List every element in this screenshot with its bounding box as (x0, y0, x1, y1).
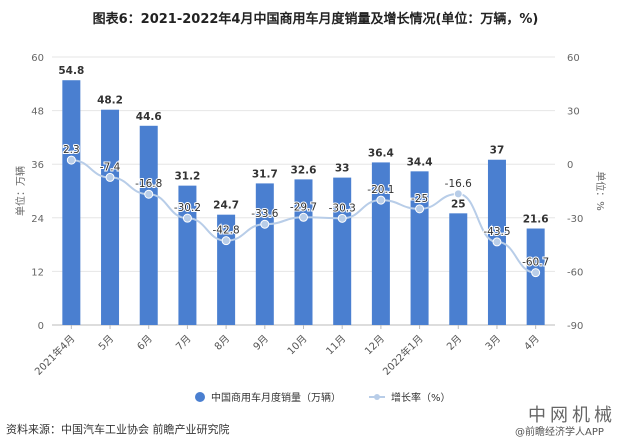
bar-value-label: 33 (335, 163, 350, 175)
right-axis-tick: 30 (567, 107, 580, 118)
line-value-label: -20.1 (367, 184, 394, 196)
x-axis-label: 2021年4月 (32, 332, 78, 378)
left-axis-tick: 36 (31, 160, 44, 171)
bar-value-label: 24.7 (213, 200, 239, 212)
x-axis-label: 11月 (324, 333, 349, 358)
x-axis-label: 8月 (212, 333, 232, 353)
legend-label-sales: 中国商用车月度销量（万辆） (211, 393, 341, 404)
left-axis-title: 单位：万辆 (14, 166, 27, 216)
source-note: 资料来源：中国汽车工业协会 前瞻产业研究院 (6, 423, 230, 436)
line-series-marker-icon (369, 392, 385, 402)
x-axis-label: 3月 (483, 333, 503, 353)
left-axis-tick: 24 (31, 214, 44, 225)
legend: 中国商用车月度销量（万辆） 增长率（%） (195, 389, 451, 404)
x-axis-label: 4月 (522, 333, 542, 353)
sales-bar[interactable] (294, 179, 313, 325)
x-axis-label: 7月 (173, 333, 193, 353)
growth-point[interactable] (453, 189, 463, 199)
sales-bar[interactable] (62, 80, 81, 325)
left-axis-tick: 60 (31, 53, 44, 64)
line-value-label: 2.3 (63, 144, 80, 156)
sales-bar[interactable] (101, 109, 120, 325)
right-axis-tick: 0 (567, 160, 573, 171)
sales-bar[interactable] (255, 183, 274, 325)
sales-bar[interactable] (217, 214, 236, 325)
line-value-label: -42.8 (213, 225, 240, 237)
growth-point[interactable] (492, 237, 502, 247)
x-axis-label: 6月 (135, 333, 155, 353)
right-axis-title: 单位：% (594, 171, 607, 211)
bar-value-label: 48.2 (97, 95, 123, 107)
right-axis-tick: -60 (567, 267, 583, 278)
sales-bar[interactable] (449, 213, 468, 325)
bar-value-label: 34.4 (407, 156, 433, 168)
watermark-text: 中网机械 (528, 405, 616, 426)
growth-point[interactable] (221, 236, 231, 246)
x-axis-label: 2月 (444, 333, 464, 353)
growth-point[interactable] (376, 195, 386, 205)
sales-bar[interactable] (333, 177, 352, 325)
x-axis-label: 2022年1月 (380, 332, 426, 378)
line-value-label: -30.2 (174, 202, 201, 214)
line-value-label: -60.7 (522, 257, 549, 269)
sales-bar[interactable] (410, 171, 429, 325)
x-axis-label: 5月 (96, 333, 116, 353)
bar-value-label: 54.8 (58, 65, 84, 77)
sales-bar[interactable] (139, 125, 158, 325)
line-value-label: -43.5 (483, 226, 510, 238)
right-axis-tick: -30 (567, 214, 583, 225)
line-value-label: -25 (411, 193, 428, 205)
growth-point[interactable] (66, 155, 76, 165)
growth-point[interactable] (144, 189, 154, 199)
growth-point[interactable] (182, 213, 192, 223)
bar-value-label: 32.6 (291, 164, 317, 176)
growth-point[interactable] (105, 172, 115, 182)
legend-label-growth: 增长率（%） (391, 393, 451, 404)
left-axis-tick: 12 (31, 267, 44, 278)
x-axis-label: 9月 (251, 333, 271, 353)
x-axis-label: 10月 (285, 333, 310, 358)
bar-value-label: 37 (490, 145, 505, 157)
line-value-label: -16.8 (135, 178, 162, 190)
bar-value-label: 36.4 (368, 147, 394, 159)
chart-title: 图表6：2021-2022年4月中国商用车月度销量及增长情况(单位：万辆，%) (92, 12, 539, 27)
bar-value-label: 44.6 (136, 111, 162, 123)
bar-series-marker-icon (195, 391, 205, 402)
line-value-label: -30.3 (329, 202, 356, 214)
line-value-label: -7.4 (100, 161, 121, 173)
growth-point[interactable] (415, 204, 425, 214)
left-axis-tick: 48 (31, 107, 44, 118)
right-axis-tick: -90 (567, 321, 583, 332)
bar-value-label: 21.6 (523, 214, 549, 226)
growth-point[interactable] (337, 213, 347, 223)
x-axis-label: 12月 (362, 333, 387, 358)
line-value-label: -29.7 (290, 201, 317, 213)
line-value-label: -33.6 (251, 208, 278, 220)
legend-item-growth[interactable]: 增长率（%） (369, 389, 451, 404)
sales-bar[interactable] (371, 162, 390, 325)
growth-point[interactable] (299, 212, 308, 222)
growth-point[interactable] (260, 219, 270, 229)
left-axis-tick: 0 (38, 321, 44, 332)
sales-bar[interactable] (178, 185, 197, 325)
line-value-label: -16.6 (445, 178, 472, 190)
right-axis-tick: 60 (567, 53, 580, 64)
bar-value-label: 31.7 (252, 168, 278, 180)
legend-item-sales[interactable]: 中国商用车月度销量（万辆） (195, 389, 341, 404)
bar-value-label: 25 (451, 198, 466, 210)
watermark-handle: @前瞻经济学人APP (515, 427, 604, 438)
bar-value-label: 31.2 (174, 171, 200, 183)
growth-point[interactable] (531, 268, 541, 278)
